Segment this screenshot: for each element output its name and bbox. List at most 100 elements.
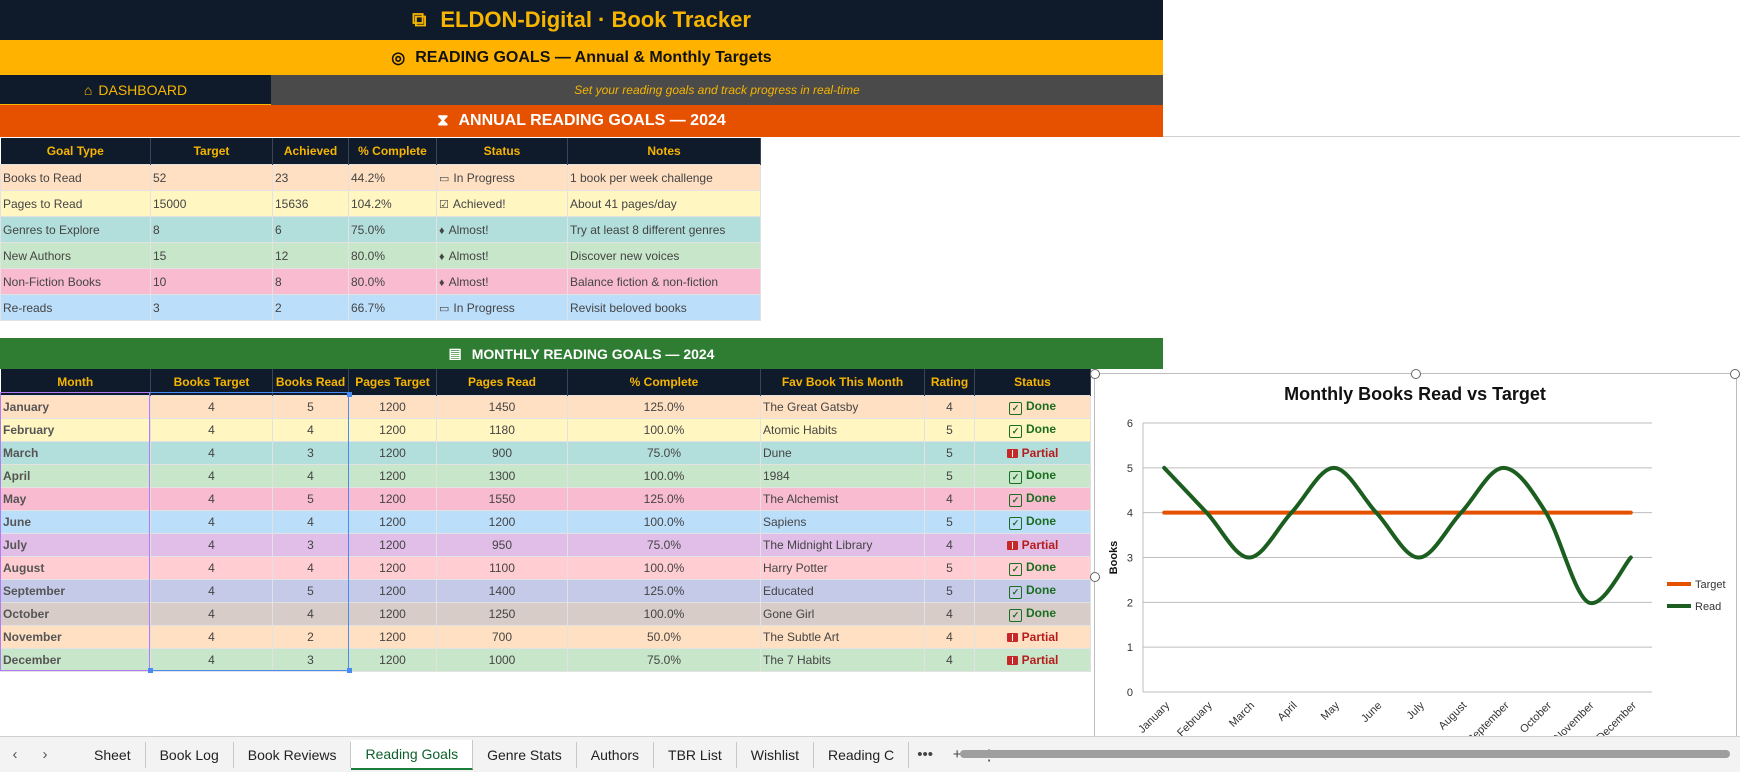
chart-resize-handle[interactable] bbox=[1090, 369, 1100, 379]
monthly-cell-fav[interactable]: Educated bbox=[761, 580, 925, 603]
monthly-cell-pr[interactable]: 1550 bbox=[437, 488, 568, 511]
sheet-tab[interactable]: Authors bbox=[577, 742, 654, 768]
monthly-cell-br[interactable]: 4 bbox=[273, 419, 349, 442]
monthly-cell-pt[interactable]: 1200 bbox=[349, 649, 437, 672]
monthly-cell-pt[interactable]: 1200 bbox=[349, 580, 437, 603]
monthly-cell-br[interactable]: 2 bbox=[273, 626, 349, 649]
selection-handle[interactable] bbox=[148, 668, 153, 673]
annual-col-header[interactable]: Status bbox=[437, 138, 568, 165]
monthly-col-header[interactable]: Month bbox=[1, 369, 151, 396]
monthly-cell-fav[interactable]: The 7 Habits bbox=[761, 649, 925, 672]
monthly-cell-status[interactable]: ✓Done bbox=[975, 419, 1091, 442]
annual-cell-goal[interactable]: Books to Read bbox=[1, 165, 151, 191]
monthly-cell-br[interactable]: 5 bbox=[273, 488, 349, 511]
monthly-cell-pt[interactable]: 1200 bbox=[349, 534, 437, 557]
monthly-cell-pct[interactable]: 100.0% bbox=[568, 465, 761, 488]
annual-cell-goal[interactable]: Non-Fiction Books bbox=[1, 269, 151, 295]
annual-cell-pct[interactable]: 44.2% bbox=[349, 165, 437, 191]
annual-cell-target[interactable]: 52 bbox=[151, 165, 273, 191]
monthly-cell-pr[interactable]: 900 bbox=[437, 442, 568, 465]
monthly-cell-pt[interactable]: 1200 bbox=[349, 511, 437, 534]
monthly-cell-rating[interactable]: 4 bbox=[925, 626, 975, 649]
monthly-cell-rating[interactable]: 5 bbox=[925, 465, 975, 488]
annual-cell-achieved[interactable]: 12 bbox=[273, 243, 349, 269]
monthly-col-header[interactable]: Pages Read bbox=[437, 369, 568, 396]
monthly-cell-fav[interactable]: Gone Girl bbox=[761, 603, 925, 626]
monthly-cell-status[interactable]: ✓Done bbox=[975, 557, 1091, 580]
annual-col-header[interactable]: Goal Type bbox=[1, 138, 151, 165]
monthly-col-header[interactable]: Books Read bbox=[273, 369, 349, 396]
sheet-tab[interactable]: Reading Goals bbox=[351, 740, 473, 770]
monthly-cell-pct[interactable]: 75.0% bbox=[568, 442, 761, 465]
annual-cell-achieved[interactable]: 8 bbox=[273, 269, 349, 295]
monthly-cell-bt[interactable]: 4 bbox=[151, 511, 273, 534]
monthly-cell-fav[interactable]: Atomic Habits bbox=[761, 419, 925, 442]
monthly-cell-pct[interactable]: 125.0% bbox=[568, 580, 761, 603]
horizontal-scrollbar[interactable] bbox=[960, 750, 1730, 758]
monthly-cell-rating[interactable]: 4 bbox=[925, 534, 975, 557]
monthly-cell-pct[interactable]: 75.0% bbox=[568, 534, 761, 557]
monthly-cell-fav[interactable]: 1984 bbox=[761, 465, 925, 488]
annual-col-header[interactable]: Target bbox=[151, 138, 273, 165]
monthly-col-header[interactable]: Books Target bbox=[151, 369, 273, 396]
monthly-cell-bt[interactable]: 4 bbox=[151, 557, 273, 580]
monthly-cell-fav[interactable]: The Great Gatsby bbox=[761, 396, 925, 419]
monthly-cell-br[interactable]: 5 bbox=[273, 580, 349, 603]
monthly-col-header[interactable]: Rating bbox=[925, 369, 975, 396]
monthly-cell-pt[interactable]: 1200 bbox=[349, 488, 437, 511]
annual-col-header[interactable]: Notes bbox=[568, 138, 761, 165]
chart-resize-handle[interactable] bbox=[1730, 369, 1740, 379]
monthly-cell-pr[interactable]: 1200 bbox=[437, 511, 568, 534]
monthly-cell-bt[interactable]: 4 bbox=[151, 442, 273, 465]
monthly-cell-pr[interactable]: 1180 bbox=[437, 419, 568, 442]
monthly-cell-status[interactable]: Partial bbox=[975, 534, 1091, 557]
annual-cell-status[interactable]: ▭In Progress bbox=[437, 165, 568, 191]
monthly-cell-month[interactable]: October bbox=[1, 603, 151, 626]
monthly-cell-month[interactable]: November bbox=[1, 626, 151, 649]
monthly-cell-month[interactable]: July bbox=[1, 534, 151, 557]
annual-cell-status[interactable]: ♦Almost! bbox=[437, 243, 568, 269]
monthly-cell-fav[interactable]: Dune bbox=[761, 442, 925, 465]
monthly-cell-status[interactable]: ✓Done bbox=[975, 511, 1091, 534]
monthly-cell-pct[interactable]: 125.0% bbox=[568, 488, 761, 511]
monthly-cell-bt[interactable]: 4 bbox=[151, 603, 273, 626]
annual-cell-status[interactable]: ♦Almost! bbox=[437, 269, 568, 295]
monthly-cell-pct[interactable]: 75.0% bbox=[568, 649, 761, 672]
monthly-cell-pt[interactable]: 1200 bbox=[349, 603, 437, 626]
monthly-cell-pr[interactable]: 1450 bbox=[437, 396, 568, 419]
monthly-cell-pt[interactable]: 1200 bbox=[349, 419, 437, 442]
monthly-cell-bt[interactable]: 4 bbox=[151, 580, 273, 603]
annual-cell-pct[interactable]: 80.0% bbox=[349, 269, 437, 295]
sheet-tab[interactable]: Book Log bbox=[146, 742, 234, 768]
monthly-col-header[interactable]: Status bbox=[975, 369, 1091, 396]
annual-cell-notes[interactable]: 1 book per week challenge bbox=[568, 165, 761, 191]
sheet-tab[interactable]: Sheet bbox=[80, 742, 146, 768]
annual-cell-pct[interactable]: 75.0% bbox=[349, 217, 437, 243]
annual-cell-target[interactable]: 3 bbox=[151, 295, 273, 321]
sheet-tab[interactable]: Wishlist bbox=[737, 742, 814, 768]
monthly-cell-pt[interactable]: 1200 bbox=[349, 396, 437, 419]
monthly-col-header[interactable]: % Complete bbox=[568, 369, 761, 396]
monthly-cell-pr[interactable]: 1250 bbox=[437, 603, 568, 626]
annual-cell-goal[interactable]: Pages to Read bbox=[1, 191, 151, 217]
monthly-cell-rating[interactable]: 5 bbox=[925, 419, 975, 442]
annual-cell-notes[interactable]: Try at least 8 different genres bbox=[568, 217, 761, 243]
monthly-cell-pr[interactable]: 1400 bbox=[437, 580, 568, 603]
selection-handle[interactable] bbox=[347, 392, 352, 397]
monthly-cell-status[interactable]: Partial bbox=[975, 649, 1091, 672]
annual-cell-pct[interactable]: 66.7% bbox=[349, 295, 437, 321]
monthly-cell-month[interactable]: April bbox=[1, 465, 151, 488]
annual-cell-pct[interactable]: 104.2% bbox=[349, 191, 437, 217]
monthly-cell-pct[interactable]: 125.0% bbox=[568, 396, 761, 419]
annual-cell-status[interactable]: ♦Almost! bbox=[437, 217, 568, 243]
monthly-cell-br[interactable]: 3 bbox=[273, 649, 349, 672]
monthly-cell-bt[interactable]: 4 bbox=[151, 419, 273, 442]
monthly-cell-fav[interactable]: The Alchemist bbox=[761, 488, 925, 511]
monthly-cell-status[interactable]: Partial bbox=[975, 626, 1091, 649]
annual-cell-notes[interactable]: About 41 pages/day bbox=[568, 191, 761, 217]
monthly-cell-br[interactable]: 4 bbox=[273, 557, 349, 580]
annual-cell-achieved[interactable]: 23 bbox=[273, 165, 349, 191]
monthly-cell-fav[interactable]: The Subtle Art bbox=[761, 626, 925, 649]
sheet-tab[interactable]: TBR List bbox=[654, 742, 737, 768]
